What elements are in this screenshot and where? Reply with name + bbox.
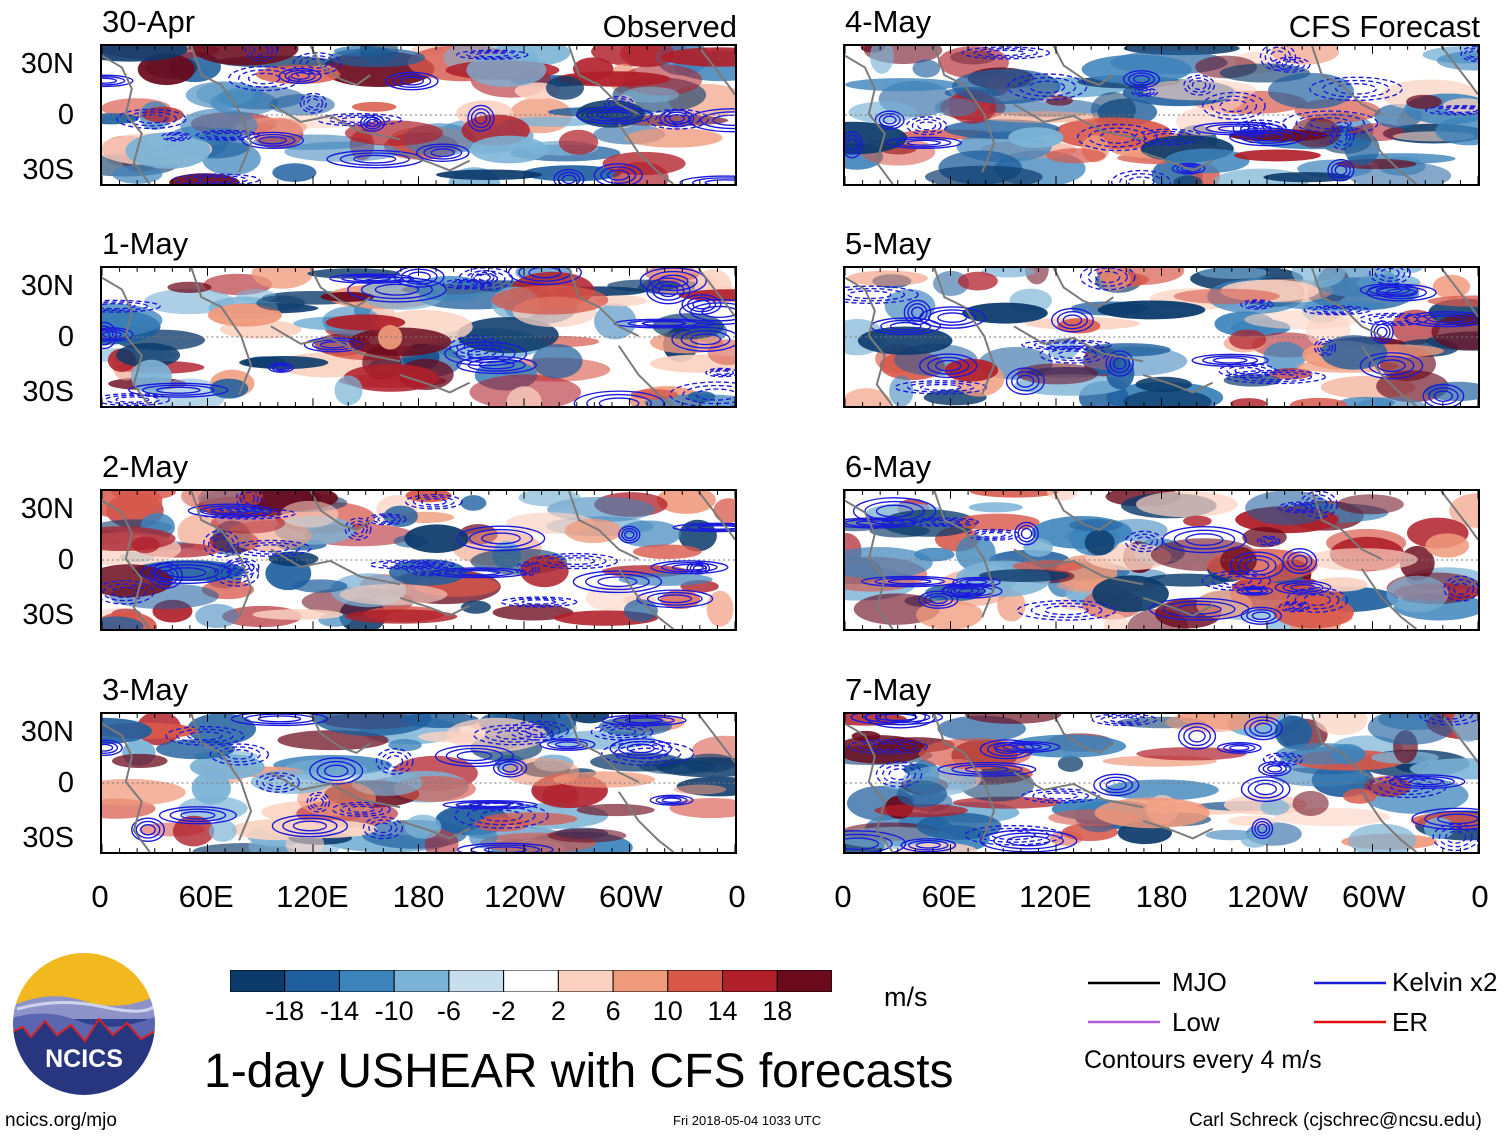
shear-map-panel xyxy=(100,489,737,631)
latitude-label: 0 xyxy=(57,99,74,131)
latitude-label: 30S xyxy=(22,822,74,854)
colorbar-swatch xyxy=(612,970,669,992)
panel-date-label: 6-May xyxy=(845,449,932,484)
colorbar-swatch xyxy=(776,970,832,992)
shear-map-panel xyxy=(843,266,1480,408)
colorbar-tick-label: 10 xyxy=(652,996,683,1026)
footer-timestamp: Fri 2018-05-04 1033 UTC xyxy=(673,1113,822,1128)
longitude-label: 180 xyxy=(392,879,445,914)
colorbar-tick-label: -6 xyxy=(436,996,461,1026)
colorbar-tick-label: 6 xyxy=(605,996,621,1026)
latitude-label: 0 xyxy=(57,767,74,799)
longitude-label: 60W xyxy=(1341,879,1406,914)
shear-map-panel xyxy=(843,712,1480,854)
latitude-label: 0 xyxy=(57,544,74,576)
colorbar-tick-label: 14 xyxy=(707,996,738,1026)
shear-map-graphic xyxy=(845,714,1478,852)
panel-date-label: 2-May xyxy=(102,449,189,484)
shear-map-panel xyxy=(843,44,1480,186)
colorbar-swatch xyxy=(503,970,559,992)
colorbar-tick-label: -2 xyxy=(491,996,516,1026)
colorbar-tick-label: 2 xyxy=(550,996,566,1026)
ncics-logo: NCICS xyxy=(9,949,159,1099)
shear-map-graphic xyxy=(845,46,1478,184)
shear-map-graphic xyxy=(102,268,735,406)
shear-map-panel xyxy=(100,266,737,408)
colorbar-swatch xyxy=(338,970,395,992)
figure-title: 1-day USHEAR with CFS forecasts xyxy=(204,1045,954,1098)
longitude-label: 60W xyxy=(598,879,663,914)
shear-map-graphic xyxy=(845,268,1478,406)
longitude-label: 0 xyxy=(728,879,746,914)
shear-map-graphic xyxy=(102,714,735,852)
legend-note: Contours every 4 m/s xyxy=(1084,1046,1322,1074)
latitude-label: 30S xyxy=(22,599,74,631)
longitude-label: 0 xyxy=(834,879,852,914)
colorbar-unit: m/s xyxy=(884,982,928,1012)
longitude-label: 120W xyxy=(1227,879,1309,914)
panel-tag-label: CFS Forecast xyxy=(1288,9,1480,44)
panel-date-label: 4-May xyxy=(845,4,932,39)
legend-label-er: ER xyxy=(1392,1007,1429,1037)
latitude-label: 30S xyxy=(22,376,74,408)
shear-map-graphic xyxy=(102,46,735,184)
colorbar-tick-label: -14 xyxy=(319,996,360,1026)
shear-map-panel xyxy=(100,44,737,186)
footer-author: Carl Schreck (cjschrec@ncsu.edu) xyxy=(1189,1110,1482,1131)
legend: MJO Kelvin x2 Low ER Contours every 4 m/… xyxy=(1084,966,1506,1076)
longitude-label: 120E xyxy=(276,879,349,914)
latitude-label: 30N xyxy=(20,270,74,302)
shear-map-panel xyxy=(100,712,737,854)
colorbar-swatch xyxy=(667,970,724,992)
longitude-label: 60E xyxy=(921,879,977,914)
longitude-label: 180 xyxy=(1135,879,1188,914)
colorbar-swatch xyxy=(722,970,778,992)
legend-label-low: Low xyxy=(1172,1007,1220,1037)
shear-map-graphic xyxy=(102,491,735,629)
colorbar-swatch xyxy=(448,970,505,992)
footer-url: ncics.org/mjo xyxy=(5,1110,117,1131)
colorbar xyxy=(230,970,832,992)
panel-date-label: 30-Apr xyxy=(102,4,196,39)
legend-label-kelvin: Kelvin x2 xyxy=(1392,967,1498,997)
colorbar-swatch xyxy=(284,970,340,992)
longitude-label: 0 xyxy=(91,879,109,914)
latitude-label: 30N xyxy=(20,493,74,525)
longitude-label: 0 xyxy=(1471,879,1489,914)
colorbar-tick-label: -18 xyxy=(265,996,305,1026)
panel-date-label: 7-May xyxy=(845,672,932,707)
colorbar-tick-label: 18 xyxy=(762,996,793,1026)
panel-date-label: 5-May xyxy=(845,226,932,261)
legend-label-mjo: MJO xyxy=(1172,967,1227,997)
panel-date-label: 3-May xyxy=(102,672,189,707)
latitude-label: 0 xyxy=(57,321,74,353)
colorbar-swatch xyxy=(230,970,286,992)
shear-map-panel xyxy=(843,489,1480,631)
latitude-label: 30S xyxy=(22,154,74,186)
panel-tag-label: Observed xyxy=(602,9,737,44)
panel-date-label: 1-May xyxy=(102,226,189,261)
latitude-label: 30N xyxy=(20,48,74,80)
ncics-logo-text: NCICS xyxy=(45,1045,123,1073)
colorbar-swatch xyxy=(393,970,450,992)
colorbar-tick-label: -10 xyxy=(374,996,414,1026)
longitude-label: 60E xyxy=(178,879,234,914)
colorbar-swatch xyxy=(557,970,614,992)
latitude-label: 30N xyxy=(20,716,74,748)
longitude-label: 120E xyxy=(1019,879,1092,914)
shear-map-graphic xyxy=(845,491,1478,629)
longitude-label: 120W xyxy=(484,879,566,914)
